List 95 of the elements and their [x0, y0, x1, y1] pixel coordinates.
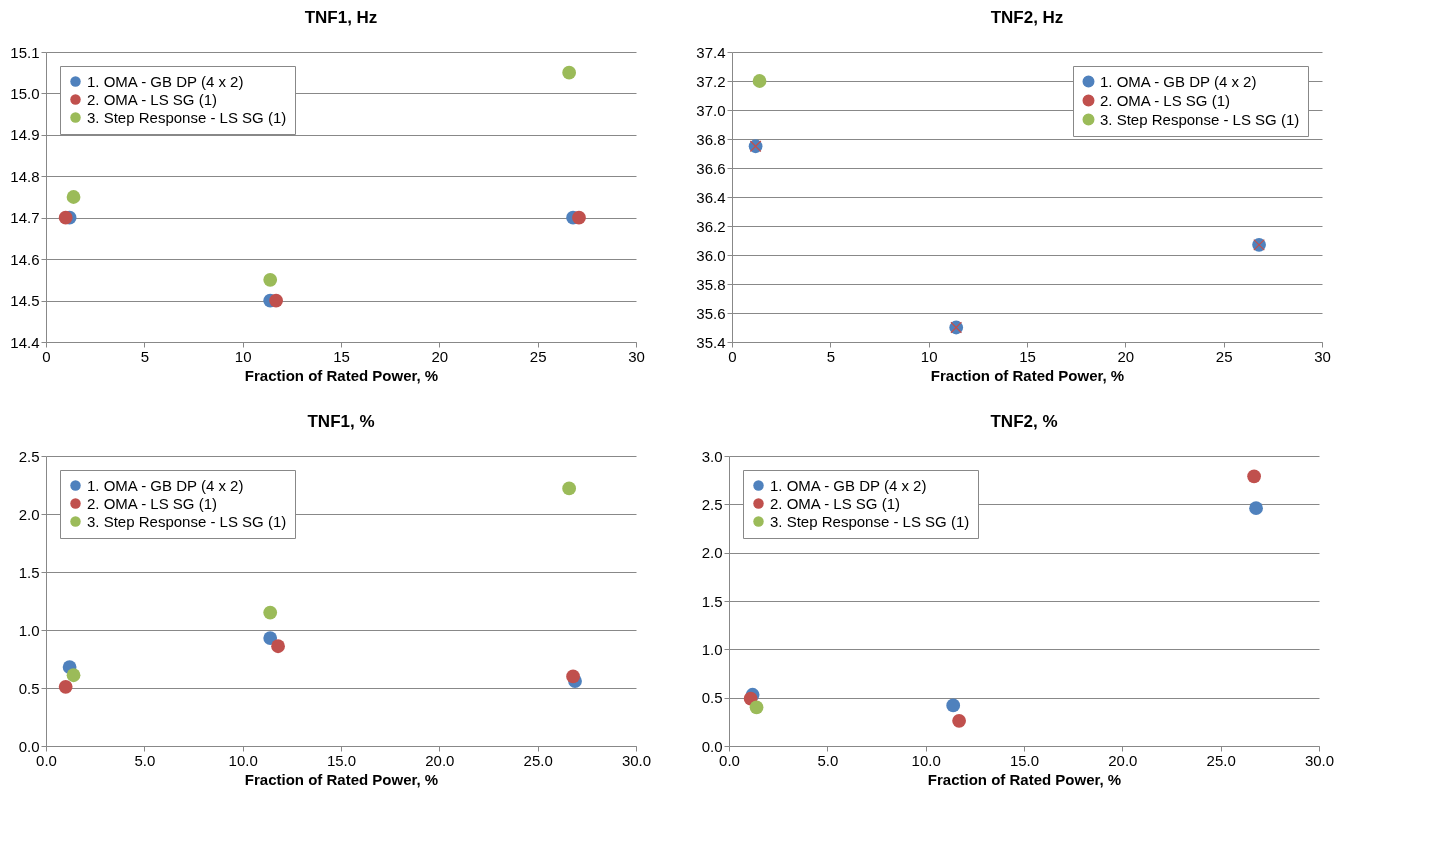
- y-tick-label: 14.9: [10, 126, 40, 144]
- x-tick-label: 30.0: [1304, 751, 1335, 769]
- x-tick-label: 5.0: [817, 751, 839, 769]
- legend-label: 3. Step Response - LS SG (1): [87, 512, 287, 530]
- y-tick-label: 36.6: [696, 159, 726, 177]
- x-tick-label: 15: [1019, 347, 1036, 365]
- y-tick-label: 37.2: [696, 72, 726, 90]
- point: [58, 679, 73, 694]
- point: [58, 210, 73, 225]
- x-tick-label: 15.0: [1009, 751, 1040, 769]
- y-tick-label: 2.5: [18, 447, 40, 465]
- y-tick-label: 36.8: [696, 130, 726, 148]
- y-tick-label: 1.5: [701, 592, 723, 610]
- x-tick-label: 25: [529, 347, 547, 365]
- point: [269, 293, 283, 308]
- x-tick-label: 15: [333, 347, 350, 365]
- point: [566, 669, 580, 684]
- point: [946, 698, 961, 713]
- x-tick-label: 10.0: [228, 751, 258, 769]
- chart-title: TNF2, Hz: [990, 8, 1064, 27]
- point: [562, 481, 577, 496]
- point: [263, 272, 278, 287]
- chart-title: TNF2, %: [990, 412, 1058, 431]
- point: [66, 190, 81, 204]
- point: [749, 700, 764, 715]
- x-tick-label: 0: [42, 347, 51, 365]
- y-tick-label: 3.0: [701, 447, 723, 465]
- x-tick-label: 0: [728, 347, 737, 365]
- y-tick-label: 35.4: [696, 333, 726, 351]
- x-tick-label: 10.0: [911, 751, 941, 769]
- x-tick-label: 30.0: [621, 751, 652, 769]
- legend-label: 1. OMA - GB DP (4 x 2): [87, 476, 244, 494]
- y-tick-label: 36.4: [696, 188, 726, 206]
- y-tick-label: 36.2: [696, 217, 726, 235]
- point: [572, 210, 586, 225]
- legend-label: 3. Step Response - LS SG (1): [770, 512, 970, 530]
- point: [752, 74, 767, 88]
- legend-label: 3. Step Response - LS SG (1): [87, 108, 287, 126]
- y-tick-label: 37.4: [696, 43, 726, 61]
- y-tick-label: 1.0: [701, 640, 723, 658]
- x-tick-label: 5: [826, 347, 836, 365]
- x-axis-title: Fraction of Rated Power, %: [244, 366, 439, 384]
- x-axis-title: Fraction of Rated Power, %: [927, 770, 1122, 788]
- x-tick-label: 25.0: [523, 751, 553, 769]
- y-tick-label: 2.5: [701, 495, 723, 513]
- chart-title: TNF1, Hz: [304, 8, 378, 27]
- y-tick-label: 1.0: [18, 621, 40, 639]
- y-tick-label: 2.0: [701, 544, 723, 562]
- x-tick-label: 20.0: [1108, 751, 1138, 769]
- point: [562, 65, 577, 80]
- x-axis-title: Fraction of Rated Power, %: [930, 366, 1125, 384]
- x-tick-label: 25: [1215, 347, 1233, 365]
- chart-title: TNF1, %: [307, 412, 375, 431]
- x-tick-label: 25.0: [1206, 751, 1236, 769]
- point: [263, 605, 278, 620]
- y-tick-label: 14.7: [10, 209, 40, 227]
- x-tick-label: 10: [234, 347, 252, 365]
- legend-label: 1. OMA - GB DP (4 x 2): [1100, 72, 1257, 90]
- legend-label: 2. OMA - LS SG (1): [87, 494, 218, 512]
- y-tick-label: 14.6: [10, 250, 40, 268]
- y-tick-label: 0.5: [701, 689, 723, 707]
- x-tick-label: 5: [140, 347, 150, 365]
- y-tick-label: 0.5: [18, 679, 40, 697]
- y-tick-label: 14.5: [10, 292, 40, 310]
- point: [263, 631, 278, 645]
- y-tick-label: 14.4: [10, 333, 40, 351]
- legend-label: 2. OMA - LS SG (1): [87, 90, 218, 108]
- legend-label: 1. OMA - GB DP (4 x 2): [87, 72, 244, 90]
- legend-label: 2. OMA - LS SG (1): [770, 494, 901, 512]
- y-tick-label: 2.0: [18, 505, 40, 523]
- point: [952, 713, 966, 728]
- x-tick-label: 20: [431, 347, 449, 365]
- x-tick-label: 15.0: [326, 751, 357, 769]
- x-tick-label: 30: [628, 347, 645, 365]
- x-axis-title: Fraction of Rated Power, %: [244, 770, 439, 788]
- y-tick-label: 15.1: [10, 43, 40, 61]
- legend-label: 1. OMA - GB DP (4 x 2): [770, 476, 927, 494]
- legend-label: 3. Step Response - LS SG (1): [1100, 110, 1300, 128]
- y-tick-label: 36.0: [696, 246, 726, 264]
- y-tick-label: 14.8: [10, 167, 40, 185]
- x-tick-label: 30: [1314, 347, 1331, 365]
- y-tick-label: 35.8: [696, 275, 726, 293]
- y-tick-label: 15.0: [10, 84, 40, 102]
- point: [66, 668, 81, 683]
- x-tick-label: 5.0: [134, 751, 156, 769]
- point: [1249, 501, 1263, 516]
- legend-label: 2. OMA - LS SG (1): [1100, 91, 1231, 109]
- point: [271, 639, 285, 654]
- y-tick-label: 35.6: [696, 304, 726, 322]
- x-tick-label: 20.0: [425, 751, 455, 769]
- y-tick-label: 37.0: [696, 101, 726, 119]
- x-tick-label: 20: [1117, 347, 1135, 365]
- x-tick-label: 10: [920, 347, 938, 365]
- point: [1247, 469, 1261, 484]
- y-tick-label: 1.5: [18, 563, 40, 581]
